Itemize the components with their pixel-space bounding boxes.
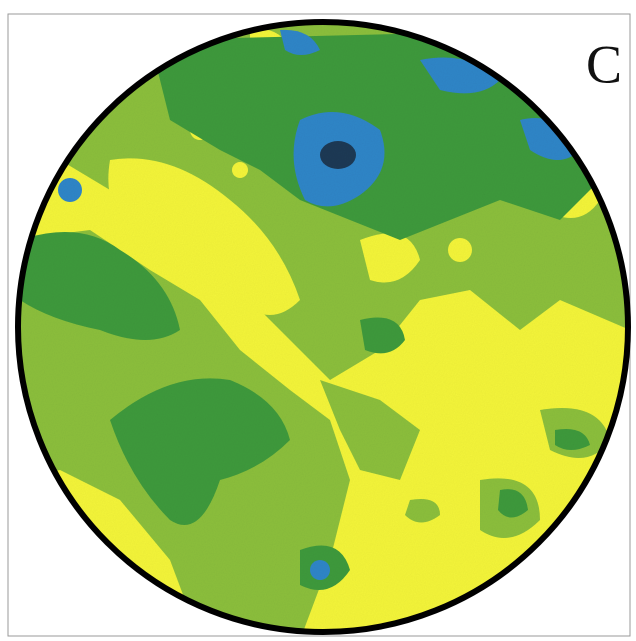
panel-label: C bbox=[586, 34, 622, 94]
disc-outline bbox=[15, 19, 631, 635]
